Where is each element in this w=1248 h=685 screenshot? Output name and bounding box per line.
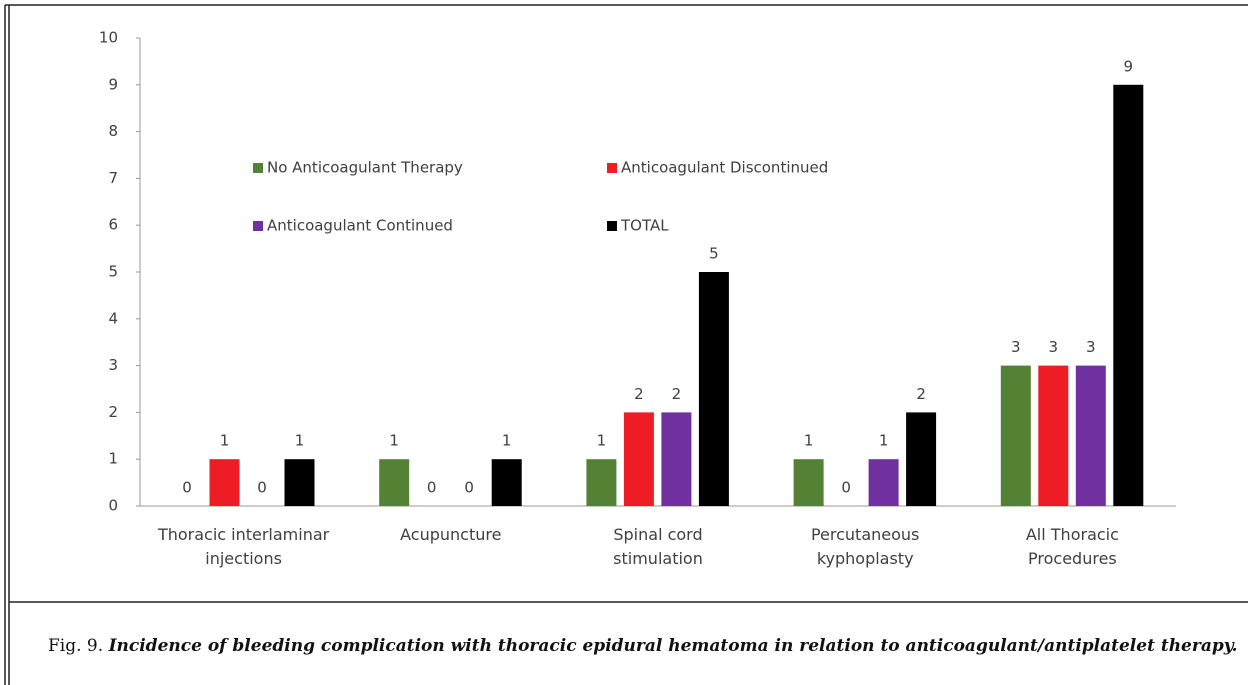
x-tick-label: Acupuncture [400, 525, 502, 544]
bar [1075, 365, 1106, 506]
y-tick-label: 3 [108, 356, 118, 374]
data-label: 2 [634, 385, 644, 403]
x-tick-label: Percutaneous kyphoplasty [810, 525, 920, 568]
legend-swatch [253, 221, 263, 231]
x-tick-label: Thoracic interlaminar injections [157, 525, 330, 568]
y-tick-label: 8 [108, 122, 118, 140]
data-label: 0 [464, 479, 474, 497]
bar [661, 412, 692, 506]
caption-label: Fig. 9. [48, 636, 104, 656]
data-label: 3 [1011, 338, 1021, 356]
data-label: 1 [220, 432, 230, 450]
bar [623, 412, 654, 506]
data-label: 1 [295, 432, 305, 450]
bar [868, 459, 899, 506]
legend-label: Anticoagulant Discontinued [621, 159, 828, 177]
legend-swatch [607, 163, 617, 173]
caption: Fig. 9. Incidence of bleeding complicati… [48, 636, 1238, 656]
data-label: 1 [804, 432, 814, 450]
legend-label: TOTAL [620, 217, 669, 235]
y-tick-label: 1 [108, 450, 118, 468]
legend-swatch [607, 221, 617, 231]
data-label: 0 [841, 479, 851, 497]
x-tick-label: All Thoracic Procedures [1025, 525, 1119, 568]
y-tick-label: 4 [108, 309, 118, 327]
bar [209, 459, 240, 506]
legend-label: No Anticoagulant Therapy [267, 159, 463, 177]
data-label: 3 [1049, 338, 1059, 356]
data-label: 3 [1086, 338, 1096, 356]
bar [906, 412, 937, 506]
caption-text: Incidence of bleeding complication with … [108, 636, 1238, 656]
y-tick-label: 7 [108, 169, 118, 187]
bar [793, 459, 824, 506]
data-label: 1 [879, 432, 889, 450]
bar [1038, 365, 1069, 506]
x-tick-label: Spinal cord stimulation [613, 525, 703, 568]
data-label: 1 [389, 432, 399, 450]
bar [1000, 365, 1031, 506]
data-label: 2 [672, 385, 682, 403]
y-tick-label: 10 [99, 29, 118, 47]
data-label: 2 [916, 385, 926, 403]
data-label: 0 [182, 479, 192, 497]
data-label: 1 [502, 432, 512, 450]
data-label: 1 [597, 432, 607, 450]
data-label: 0 [257, 479, 267, 497]
data-label: 0 [427, 479, 437, 497]
legend-label: Anticoagulant Continued [267, 217, 453, 235]
y-tick-label: 6 [108, 216, 118, 234]
y-tick-label: 2 [108, 403, 118, 421]
bar [698, 272, 729, 506]
data-label: 9 [1124, 57, 1134, 75]
y-tick-label: 0 [108, 497, 118, 515]
y-tick-label: 9 [108, 75, 118, 93]
bar [1113, 84, 1144, 507]
bar [586, 459, 617, 506]
legend-swatch [253, 163, 263, 173]
y-tick-label: 5 [108, 263, 118, 281]
bar [491, 459, 522, 506]
data-label: 5 [709, 245, 719, 263]
bar [284, 459, 315, 506]
bar [379, 459, 410, 506]
